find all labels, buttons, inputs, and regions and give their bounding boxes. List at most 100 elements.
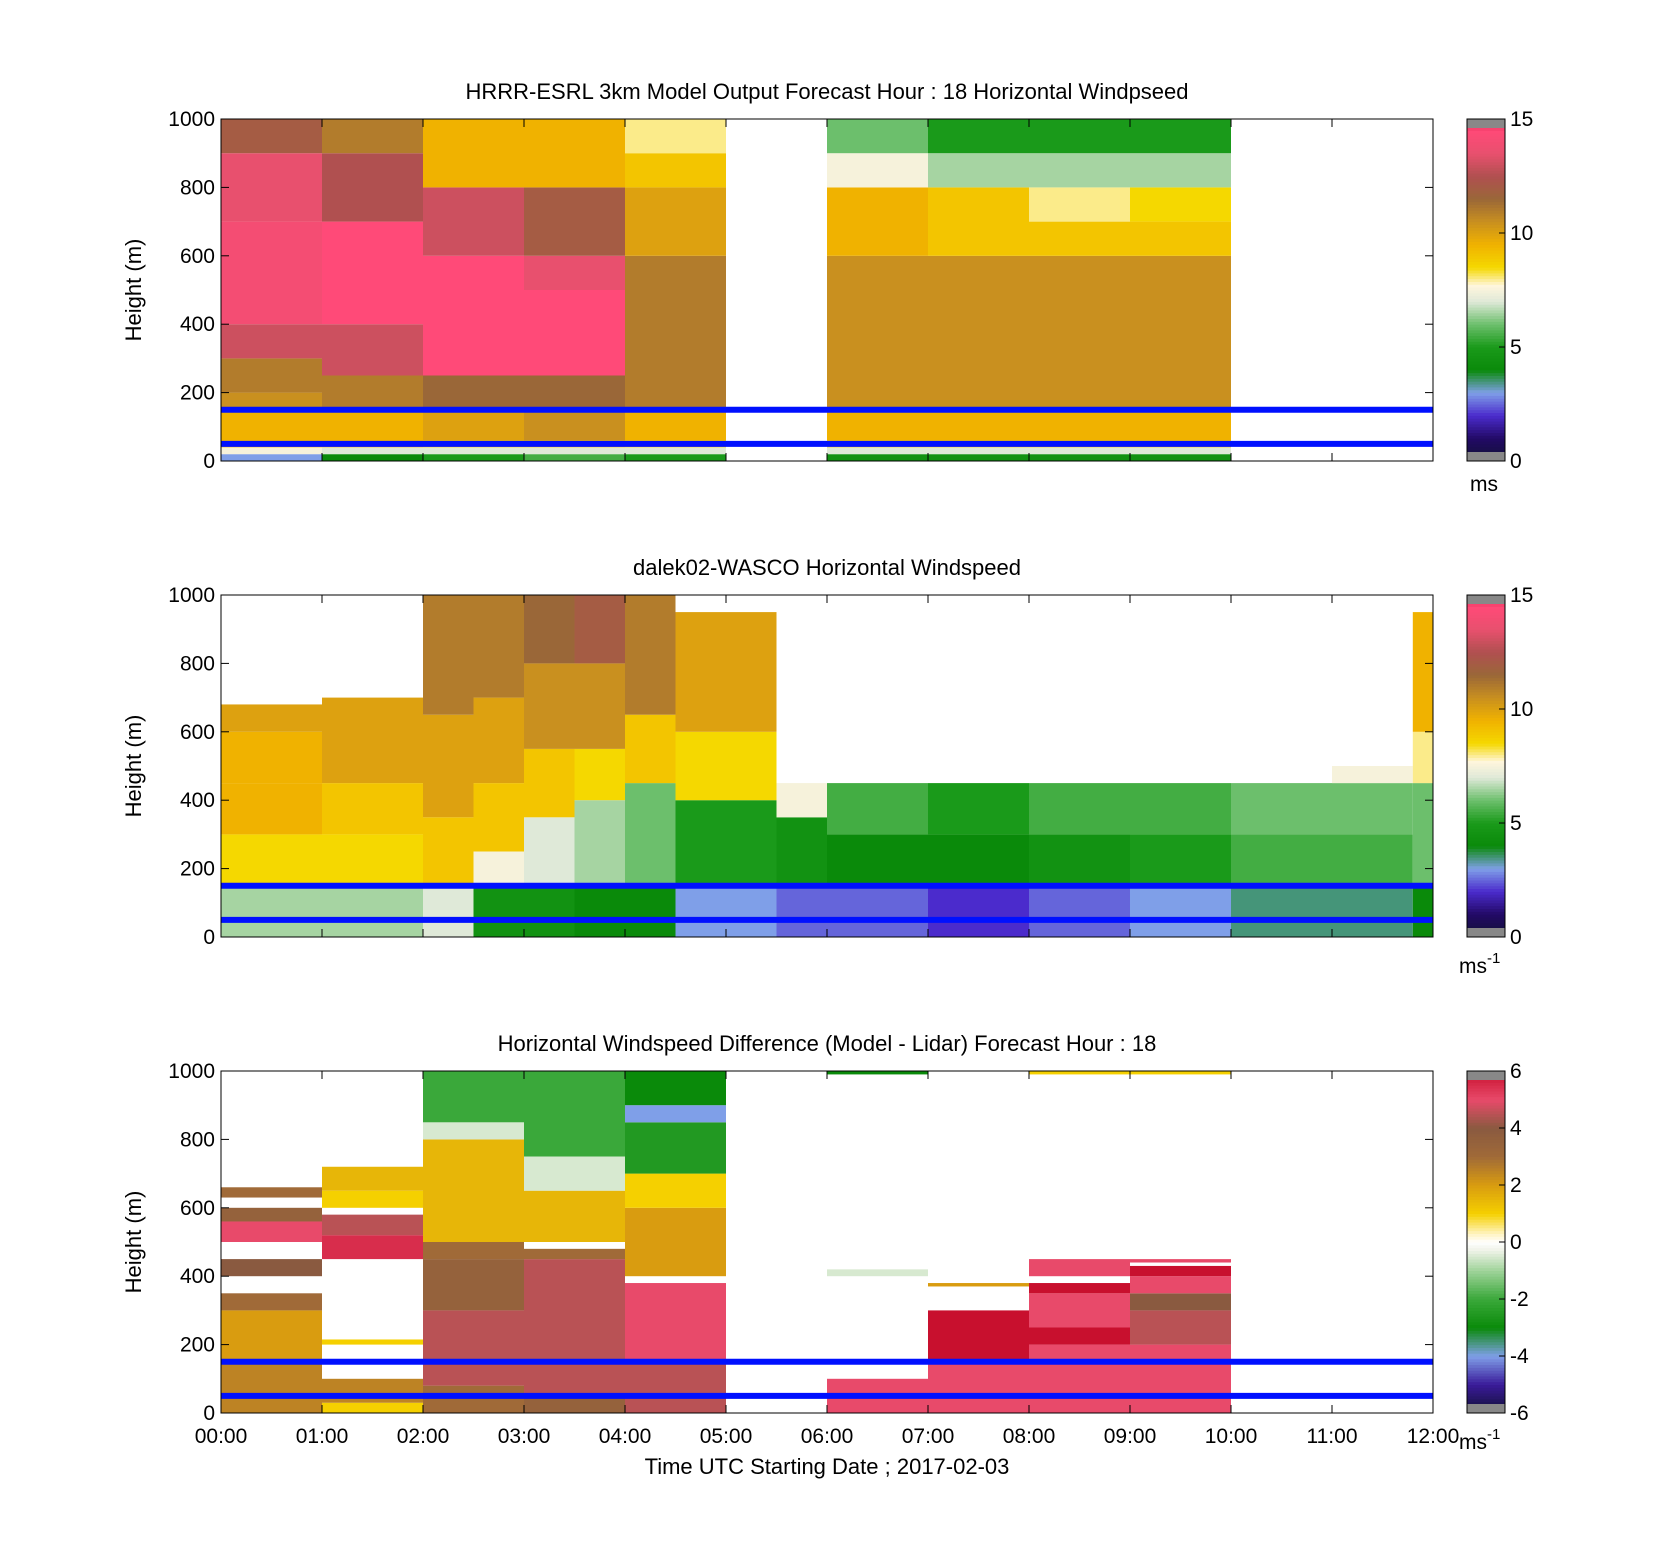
colorbar-frame <box>1466 594 1506 938</box>
colorbar-step <box>1467 1401 1505 1405</box>
colorbar-step <box>1467 147 1505 151</box>
heatmap-cell <box>1029 255 1130 410</box>
colorbar-step <box>1467 261 1505 265</box>
heatmap-cell <box>928 153 1029 188</box>
heatmap-cell <box>322 834 423 886</box>
colorbar-step <box>1467 329 1505 334</box>
colorbar-step <box>1467 734 1505 738</box>
colorbar-step <box>1467 1307 1505 1311</box>
colorbar-step <box>1467 435 1505 439</box>
colorbar-step <box>1467 307 1505 311</box>
x-axis-label: Time UTC Starting Date ; 2017-02-03 <box>645 1454 1010 1479</box>
colorbar-step <box>1467 156 1505 160</box>
colorbar-step <box>1467 1373 1505 1377</box>
colorbar-step <box>1467 1344 1505 1348</box>
colorbar-step <box>1467 1321 1505 1326</box>
colorbar-step <box>1467 372 1505 376</box>
heatmap-cell <box>524 1248 625 1260</box>
colorbar-step <box>1467 301 1505 305</box>
colorbar-step <box>1467 332 1505 337</box>
heatmap-cell <box>928 255 1029 410</box>
colorbar-step <box>1467 663 1505 667</box>
colorbar-step <box>1467 646 1505 650</box>
colorbar-step <box>1467 891 1505 895</box>
heatmap-cell <box>1130 409 1231 441</box>
colorbar-step <box>1467 1213 1505 1217</box>
colorbar-step <box>1467 808 1505 813</box>
colorbar-step <box>1467 1381 1505 1385</box>
heatmap-cell <box>1029 454 1130 461</box>
heatmap-cell <box>1130 1265 1231 1277</box>
heatmap-cell <box>322 885 423 937</box>
colorbar-step <box>1467 275 1505 280</box>
colorbar-step <box>1467 204 1505 208</box>
heatmap-cell <box>928 447 1029 455</box>
colorbar-step <box>1467 1150 1505 1155</box>
colorbar-tick-label: -4 <box>1510 1345 1529 1368</box>
colorbar-step <box>1467 634 1505 639</box>
colorbar-step <box>1467 395 1505 399</box>
colorbar-cap <box>1467 1404 1505 1413</box>
colorbar-step <box>1467 1096 1505 1100</box>
y-tick-label: 0 <box>203 1402 215 1425</box>
heatmap-cell <box>322 375 423 410</box>
heatmap-cell <box>322 1190 423 1208</box>
colorbar-step <box>1467 287 1505 291</box>
colorbar-step <box>1467 255 1505 260</box>
colorbar-step <box>1467 375 1505 379</box>
heatmap-cells <box>221 595 1433 937</box>
x-tick-label: 10:00 <box>1205 1425 1258 1448</box>
heatmap-cell <box>423 187 524 256</box>
colorbar-step <box>1467 1347 1505 1351</box>
heatmap-cell <box>625 447 726 455</box>
colorbar-step <box>1467 386 1505 391</box>
heatmap-cell <box>625 1105 726 1123</box>
colorbar-step <box>1467 748 1505 753</box>
colorbar-step <box>1467 432 1505 436</box>
heatmap-cell <box>827 119 928 154</box>
colorbar-step <box>1467 258 1505 262</box>
heatmap-cell <box>423 817 474 886</box>
heatmap-cell <box>221 221 322 325</box>
colorbar-step <box>1467 1193 1505 1197</box>
colorbar-step <box>1467 264 1505 268</box>
colorbar-step <box>1467 771 1505 776</box>
colorbar-step <box>1467 252 1505 257</box>
heatmap-cell <box>574 748 625 801</box>
colorbar-step <box>1467 817 1505 821</box>
colorbar-step <box>1467 170 1505 174</box>
colorbar-step <box>1467 215 1505 220</box>
colorbar-step <box>1467 1093 1505 1098</box>
colorbar-tick-label: 10 <box>1510 222 1533 245</box>
heatmap-cell <box>625 1361 726 1413</box>
colorbar-step <box>1467 355 1505 359</box>
colorbar-step <box>1467 318 1505 322</box>
heatmap-cell <box>423 454 524 461</box>
colorbar-step <box>1467 358 1505 362</box>
colorbar-step <box>1467 401 1505 405</box>
heatmap-cell <box>322 1235 423 1260</box>
colorbar-step <box>1467 1253 1505 1257</box>
colorbar-step <box>1467 814 1505 818</box>
colorbar-step <box>1467 1281 1505 1286</box>
colorbar-step <box>1467 743 1505 747</box>
colorbar-step <box>1467 150 1505 154</box>
heatmap-cell <box>1130 255 1231 410</box>
colorbar-step <box>1467 221 1505 225</box>
colorbar-tick-label: 15 <box>1510 108 1533 131</box>
heatmap-cell <box>827 834 928 886</box>
heatmap-cell <box>423 375 524 410</box>
colorbar-step <box>1467 626 1505 630</box>
colorbar-step <box>1467 671 1505 676</box>
colorbar-step <box>1467 669 1505 673</box>
colorbar-step <box>1467 210 1505 214</box>
colorbar-step <box>1467 1247 1505 1252</box>
heatmap-cell <box>322 409 423 441</box>
colorbar-step <box>1467 1108 1505 1112</box>
colorbar-step <box>1467 754 1505 758</box>
colorbar-step <box>1467 418 1505 422</box>
colorbar-step <box>1467 1239 1505 1243</box>
heatmap-cell <box>1412 885 1433 937</box>
colorbar-step <box>1467 1279 1505 1283</box>
